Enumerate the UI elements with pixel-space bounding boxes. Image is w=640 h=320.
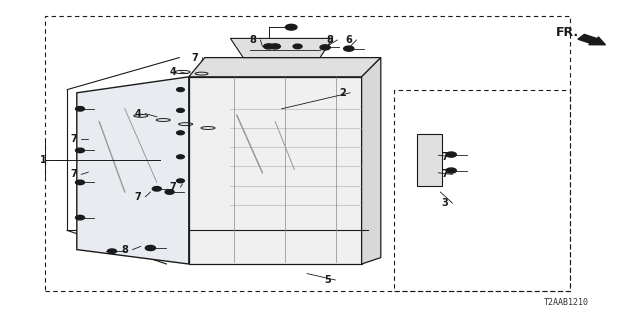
Text: 7: 7 <box>134 192 141 202</box>
Polygon shape <box>77 77 189 264</box>
Text: 7: 7 <box>170 182 176 192</box>
Text: 8: 8 <box>250 35 256 45</box>
Circle shape <box>177 108 184 112</box>
Polygon shape <box>417 134 442 186</box>
Text: 4: 4 <box>170 67 176 77</box>
Bar <box>394 90 570 291</box>
Text: 3: 3 <box>442 198 448 208</box>
Text: 1: 1 <box>40 155 46 165</box>
Text: 8: 8 <box>122 244 128 255</box>
Text: FR.: FR. <box>556 26 579 38</box>
Bar <box>45 16 570 291</box>
Circle shape <box>293 44 302 49</box>
Text: 6: 6 <box>346 35 352 45</box>
Text: 7: 7 <box>192 52 198 63</box>
Circle shape <box>76 180 84 185</box>
Polygon shape <box>189 77 362 264</box>
Circle shape <box>270 44 280 49</box>
Text: 7: 7 <box>70 169 77 180</box>
Circle shape <box>76 215 84 220</box>
Circle shape <box>344 46 354 51</box>
Text: 5: 5 <box>324 275 331 285</box>
Text: 8: 8 <box>326 35 333 45</box>
Circle shape <box>177 155 184 159</box>
Polygon shape <box>230 38 333 58</box>
Circle shape <box>76 107 84 111</box>
Circle shape <box>446 152 456 157</box>
Text: 4: 4 <box>134 108 141 119</box>
Text: 7: 7 <box>70 134 77 144</box>
Circle shape <box>285 24 297 30</box>
Circle shape <box>145 245 156 251</box>
Text: 7: 7 <box>442 169 448 180</box>
Circle shape <box>177 179 184 183</box>
Circle shape <box>177 131 184 135</box>
Text: 7: 7 <box>442 152 448 162</box>
Circle shape <box>152 187 161 191</box>
Text: 2: 2 <box>339 88 346 98</box>
Circle shape <box>165 190 174 194</box>
Circle shape <box>108 249 116 253</box>
Circle shape <box>177 88 184 92</box>
Circle shape <box>76 148 84 153</box>
Polygon shape <box>362 58 381 264</box>
Circle shape <box>446 168 456 173</box>
FancyArrow shape <box>578 34 605 45</box>
Circle shape <box>320 45 330 50</box>
Polygon shape <box>189 58 381 77</box>
Circle shape <box>264 44 274 49</box>
Text: T2AAB1210: T2AAB1210 <box>544 298 589 307</box>
